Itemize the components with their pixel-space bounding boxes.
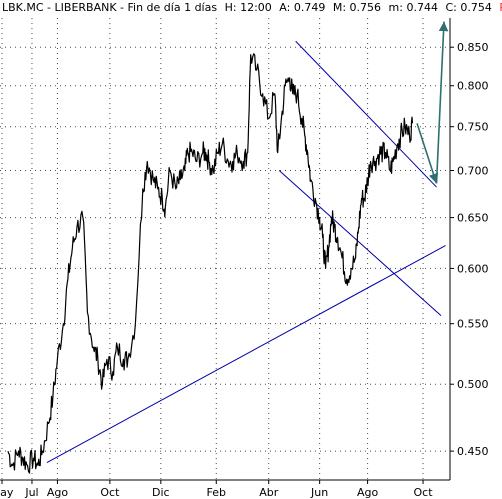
x-tick-label: Oct (414, 486, 434, 499)
stat-value-a: 0.749 (293, 1, 326, 14)
trendline (295, 40, 437, 188)
y-tick-label: 0.450 (457, 445, 489, 458)
y-tick-label: 0.850 (457, 41, 489, 54)
trendline (46, 245, 446, 463)
stat-label-m-high: M: (332, 1, 347, 14)
x-tick-label: Jun (310, 486, 328, 499)
x-tick-label: Ago (357, 486, 379, 499)
x-tick-label: Feb (207, 486, 226, 499)
chart-title: LBK.MC - LIBERBANK - Fin de día 1 días (2, 1, 218, 14)
x-tick-label: Oct (100, 486, 120, 499)
x-tick-label: Dic (152, 486, 170, 499)
x-tick-label: Jul (24, 486, 38, 499)
projection-arrow (435, 21, 449, 184)
x-tick-label: Abr (259, 486, 279, 499)
chart-header: LBK.MC - LIBERBANK - Fin de día 1 días H… (0, 0, 502, 16)
x-tick-label: May (0, 486, 14, 499)
stat-value-m-high: 0.756 (349, 1, 382, 14)
y-tick-label: 0.600 (457, 262, 489, 275)
y-tick-label: 0.550 (457, 318, 489, 331)
stat-label-c: C: (445, 1, 457, 14)
y-tick-label: 0.700 (457, 165, 489, 178)
trendline (278, 170, 442, 317)
chart-mark: P (499, 1, 502, 14)
y-tick-label: 0.750 (457, 121, 489, 134)
y-tick-label: 0.800 (457, 80, 489, 93)
price-series-line (7, 53, 414, 474)
y-tick-label: 0.650 (457, 212, 489, 225)
stat-value-h: 12:00 (240, 1, 272, 14)
stat-label-h: H: (224, 1, 237, 14)
stat-value-m-low: 0.744 (406, 1, 438, 14)
stat-label-m-low: m: (388, 1, 403, 14)
x-tick-label: Ago (47, 486, 69, 499)
projection-arrow (416, 123, 439, 184)
stat-value-c: 0.754 (460, 1, 492, 14)
y-tick-label: 0.500 (457, 378, 489, 391)
stat-label-a: A: (279, 1, 291, 14)
